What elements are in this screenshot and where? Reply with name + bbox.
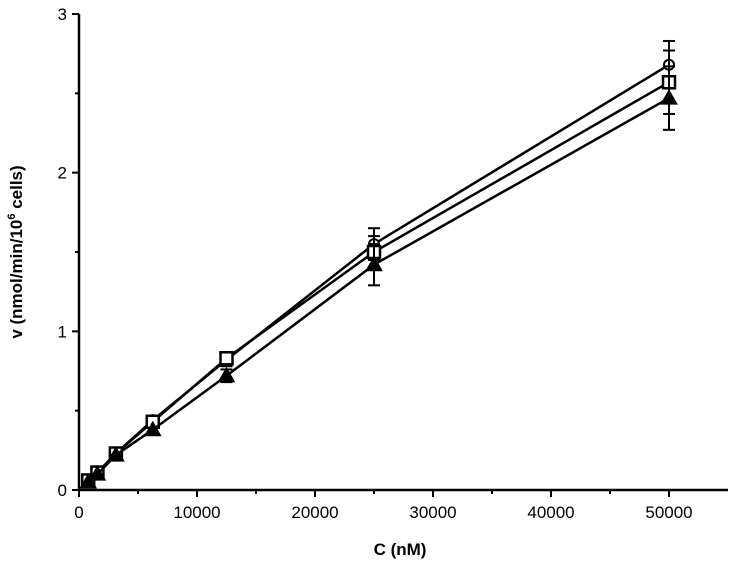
y-tick-label: 1 bbox=[58, 322, 67, 341]
series-line bbox=[87, 97, 670, 484]
x-tick-label: 20000 bbox=[291, 503, 338, 522]
y-axis-title-main: v (nmol/min/10 bbox=[7, 220, 26, 339]
y-ticks: 0 1 2 3 bbox=[58, 5, 79, 500]
x-ticks: 0 10000 20000 30000 40000 50000 bbox=[74, 490, 693, 522]
data-point bbox=[365, 255, 383, 272]
series-line bbox=[87, 63, 670, 482]
data-point bbox=[660, 89, 678, 105]
y-axis-title: v (nmol/min/106 cells) bbox=[6, 165, 26, 338]
y-axis-title-tail: cells) bbox=[7, 165, 26, 213]
data-point bbox=[107, 446, 125, 462]
x-tick-label: 30000 bbox=[409, 503, 456, 522]
x-axis-title: C (nM) bbox=[374, 540, 427, 559]
x-tick-label: 40000 bbox=[527, 503, 574, 522]
series-triangle bbox=[79, 65, 678, 489]
x-tick-label: 50000 bbox=[645, 503, 692, 522]
y-tick-label: 0 bbox=[58, 481, 67, 500]
axes bbox=[77, 14, 728, 492]
series-line bbox=[87, 81, 670, 482]
data-point bbox=[79, 473, 98, 489]
x-tick-label: 0 bbox=[74, 503, 83, 522]
y-tick-label: 2 bbox=[58, 164, 67, 183]
data-point bbox=[219, 351, 234, 366]
x-tick-label: 10000 bbox=[173, 503, 220, 522]
data-point bbox=[88, 465, 107, 481]
data-point bbox=[143, 420, 162, 437]
y-axis-title-superscript: 6 bbox=[6, 214, 18, 220]
data-point bbox=[217, 366, 236, 383]
y-tick-label: 3 bbox=[58, 5, 67, 24]
plot-area bbox=[79, 39, 678, 489]
